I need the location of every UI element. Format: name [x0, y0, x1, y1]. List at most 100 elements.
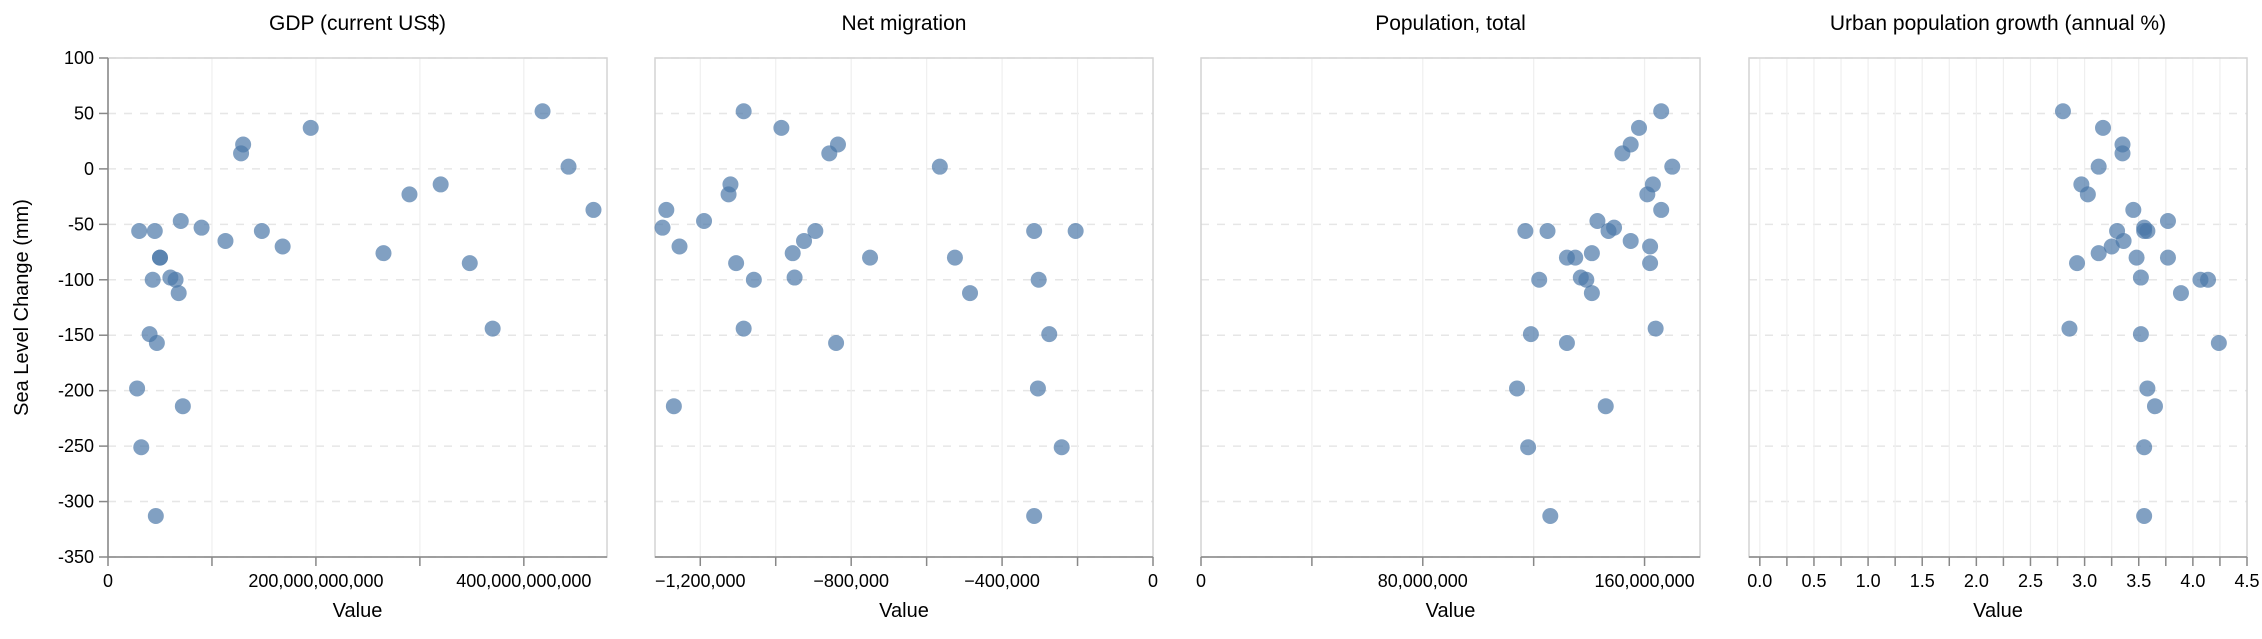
- data-point: [807, 222, 824, 239]
- facet-panel-3: 0 80,000,000 160,000,000 Value Population, t…: [1196, 12, 1701, 622]
- data-point: [665, 398, 682, 415]
- data-point: [2090, 158, 2107, 175]
- data-point: [2115, 232, 2132, 249]
- data-point: [828, 334, 845, 351]
- x-tick-label: 0: [1148, 571, 1158, 591]
- data-point: [1583, 285, 1600, 302]
- data-point: [2139, 222, 2156, 239]
- data-point: [1520, 439, 1537, 456]
- data-point: [658, 201, 675, 218]
- data-point: [1614, 145, 1631, 162]
- data-point: [172, 213, 189, 230]
- data-point: [745, 271, 762, 288]
- data-point: [2125, 201, 2142, 218]
- x-axis-title: Value: [879, 600, 929, 622]
- data-point: [1642, 238, 1659, 255]
- data-point: [2159, 213, 2176, 230]
- data-point: [1030, 271, 1047, 288]
- y-tick-label: -200: [58, 381, 94, 401]
- x-tick-label: 160,000,000: [1595, 571, 1695, 591]
- data-point: [2200, 271, 2217, 288]
- data-point: [784, 245, 801, 262]
- facet-panel-4: 0.0 0.5 1.0 1.5 2.0 2.5 3.0 3.5 4.0 4.5 Value Urban…: [1747, 12, 2259, 622]
- x-tick-label: 200,000,000,000: [248, 571, 383, 591]
- data-point: [1029, 380, 1046, 397]
- data-point: [461, 255, 478, 272]
- x-tick-label: 1.5: [1910, 571, 1935, 591]
- x-tick-label: 4.5: [2234, 571, 2259, 591]
- data-point: [167, 271, 184, 288]
- data-point: [1522, 326, 1539, 343]
- data-point: [1589, 213, 1606, 230]
- data-point: [2136, 507, 2153, 524]
- data-point: [217, 232, 234, 249]
- data-point: [1653, 201, 1670, 218]
- data-point: [728, 255, 745, 272]
- data-point: [1517, 222, 1534, 239]
- data-point: [1539, 222, 1556, 239]
- data-point: [1026, 222, 1043, 239]
- x-tick-label: 80,000,000: [1378, 571, 1468, 591]
- data-point: [786, 269, 803, 286]
- data-point: [585, 201, 602, 218]
- data-point: [1622, 232, 1639, 249]
- x-tick-label: 0.0: [1747, 571, 1772, 591]
- data-point: [274, 238, 291, 255]
- plot-frame: [654, 57, 1154, 558]
- data-point: [2069, 255, 2086, 272]
- data-point: [671, 238, 688, 255]
- plot-frame: [1748, 57, 2248, 558]
- data-point: [1642, 255, 1659, 272]
- data-point: [302, 119, 319, 136]
- data-point: [484, 320, 501, 337]
- data-point: [654, 219, 671, 236]
- x-tick-label: 0: [103, 571, 113, 591]
- data-point: [2172, 285, 2189, 302]
- data-point: [1639, 186, 1656, 203]
- data-point: [931, 158, 948, 175]
- data-point: [1631, 119, 1648, 136]
- data-point: [720, 186, 737, 203]
- x-tick-label: −1,200,000: [655, 571, 746, 591]
- data-point: [133, 439, 150, 456]
- x-tick-label: −400,000: [964, 571, 1040, 591]
- x-tick-label: 2.5: [2018, 571, 2043, 591]
- data-point: [170, 285, 187, 302]
- y-tick-label: -50: [68, 214, 94, 234]
- data-point: [253, 222, 270, 239]
- data-point: [796, 232, 813, 249]
- data-point: [862, 249, 879, 266]
- data-point: [2095, 119, 2112, 136]
- data-point: [1053, 439, 1070, 456]
- x-tick-label: 1.0: [1856, 571, 1881, 591]
- data-point: [2136, 439, 2153, 456]
- data-point: [2132, 269, 2149, 286]
- data-point: [2090, 245, 2107, 262]
- data-point: [2054, 103, 2071, 120]
- data-point: [1647, 320, 1664, 337]
- data-point: [2103, 238, 2120, 255]
- y-tick-label: 0: [84, 159, 94, 179]
- x-tick-label: 3.5: [2126, 571, 2151, 591]
- data-point: [401, 186, 418, 203]
- data-point: [129, 380, 146, 397]
- y-tick-label: -100: [58, 270, 94, 290]
- facet-panel-2: −1,200,000 −800,000 −400,000 0 Value Net migr…: [654, 12, 1158, 622]
- x-tick-label: 0: [1196, 571, 1206, 591]
- data-point: [1583, 245, 1600, 262]
- data-point: [696, 213, 713, 230]
- data-point: [1664, 158, 1681, 175]
- data-point: [1041, 326, 1058, 343]
- data-point: [144, 271, 161, 288]
- data-point: [1578, 271, 1595, 288]
- x-tick-label: 0.5: [1801, 571, 1826, 591]
- y-tick-label: -150: [58, 325, 94, 345]
- x-axis-title: Value: [1973, 600, 2023, 622]
- data-point: [962, 285, 979, 302]
- facet-title: Population, total: [1375, 12, 1526, 35]
- y-tick-label: -250: [58, 436, 94, 456]
- data-point: [1567, 249, 1584, 266]
- facet-title: Urban population growth (annual %): [1830, 12, 2166, 35]
